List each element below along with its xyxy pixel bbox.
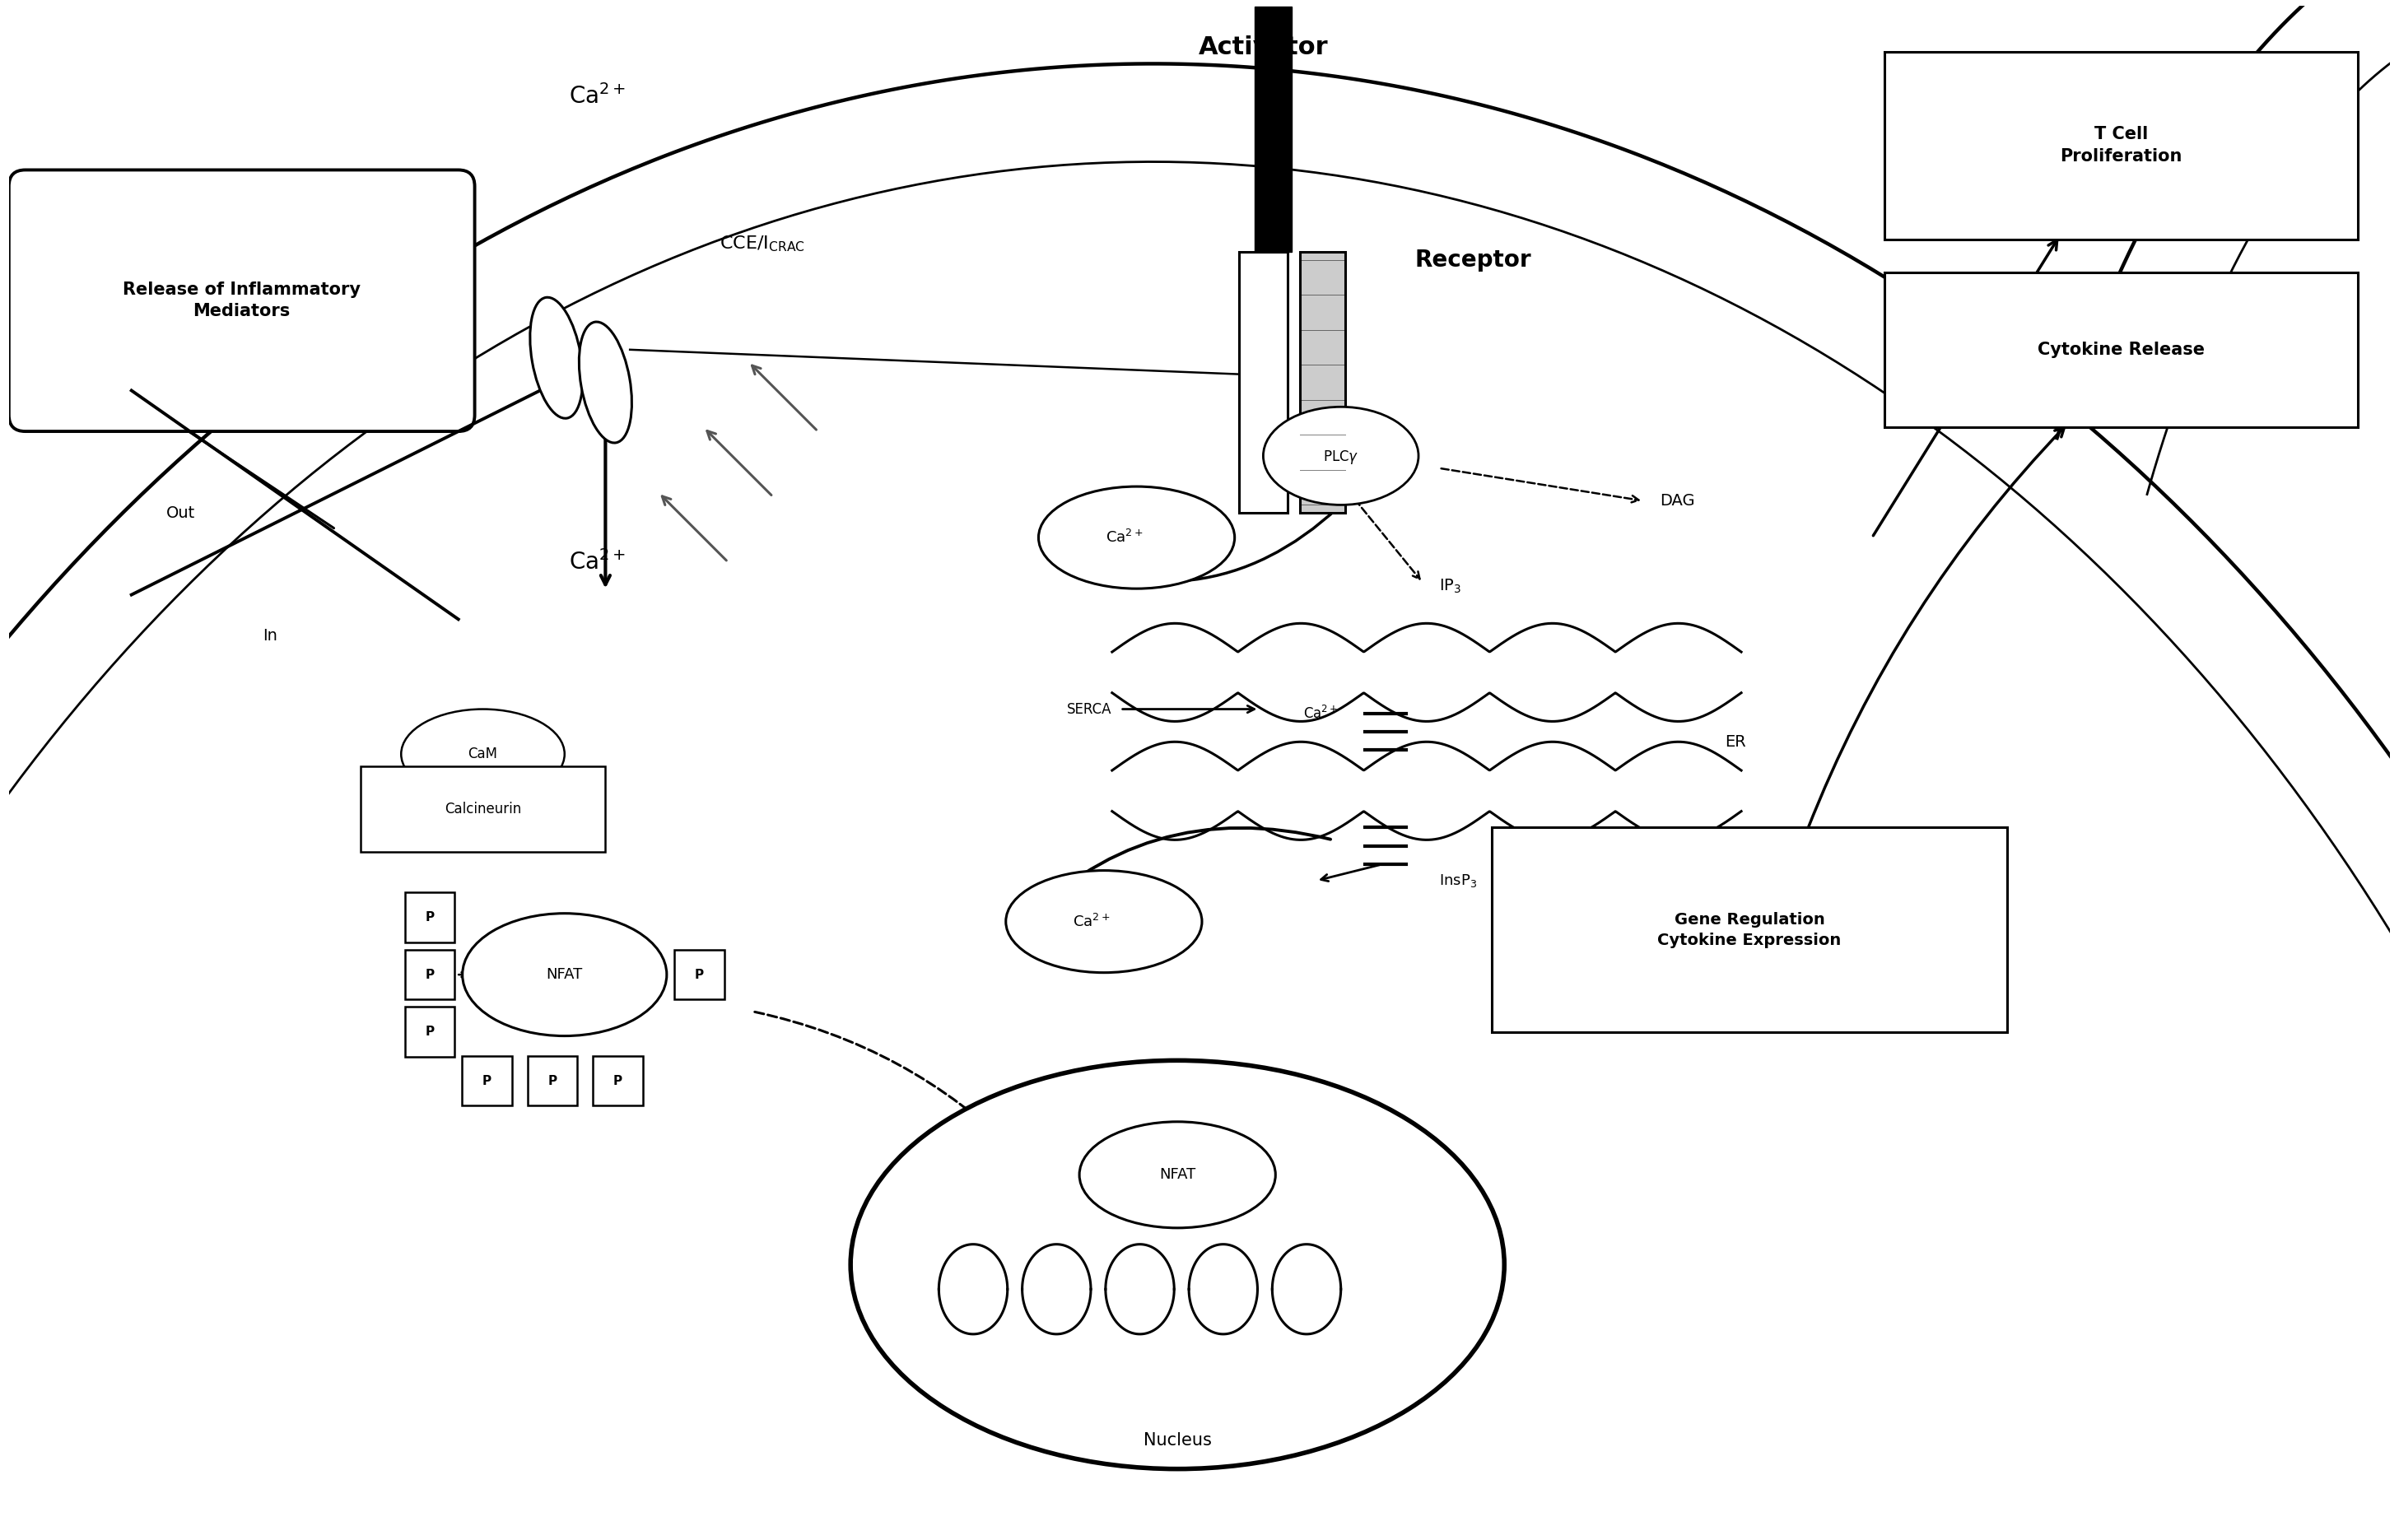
Ellipse shape: [852, 1061, 1504, 1469]
Text: Ca$^{2+}$: Ca$^{2+}$: [1072, 913, 1111, 930]
Ellipse shape: [578, 322, 631, 444]
Text: Cytokine Release: Cytokine Release: [2037, 342, 2205, 357]
FancyBboxPatch shape: [1255, 6, 1291, 251]
Text: Release of Inflammatory
Mediators: Release of Inflammatory Mediators: [122, 282, 360, 320]
Text: Ca$^{2+}$: Ca$^{2+}$: [1106, 530, 1142, 545]
Ellipse shape: [463, 913, 667, 1036]
FancyBboxPatch shape: [463, 1056, 511, 1106]
Ellipse shape: [1005, 870, 1202, 973]
Text: Ca$^{2+}$: Ca$^{2+}$: [1303, 705, 1339, 722]
Ellipse shape: [1264, 407, 1418, 505]
Text: P: P: [425, 969, 434, 981]
Text: In: In: [264, 628, 278, 644]
Text: IP$_3$: IP$_3$: [1439, 578, 1461, 596]
FancyBboxPatch shape: [405, 1007, 456, 1056]
FancyBboxPatch shape: [405, 950, 456, 999]
FancyBboxPatch shape: [1883, 51, 2358, 239]
Text: DAG: DAG: [1660, 493, 1694, 508]
FancyBboxPatch shape: [528, 1056, 578, 1106]
Text: P: P: [425, 1026, 434, 1038]
Ellipse shape: [1039, 487, 1235, 588]
Text: P: P: [425, 912, 434, 924]
Text: P: P: [482, 1075, 492, 1087]
FancyBboxPatch shape: [1883, 273, 2358, 427]
Text: ER: ER: [1725, 735, 1746, 750]
FancyBboxPatch shape: [674, 950, 724, 999]
FancyBboxPatch shape: [1238, 251, 1288, 513]
Text: PLC$\gamma$: PLC$\gamma$: [1322, 448, 1358, 467]
Text: Nucleus: Nucleus: [1144, 1432, 1211, 1449]
Text: NFAT: NFAT: [547, 967, 583, 983]
Ellipse shape: [401, 708, 564, 799]
Text: InsP$_3$: InsP$_3$: [1439, 873, 1478, 889]
Text: P: P: [696, 969, 703, 981]
Text: NFAT: NFAT: [1159, 1167, 1195, 1183]
Text: Gene Regulation
Cytokine Expression: Gene Regulation Cytokine Expression: [1658, 912, 1842, 947]
FancyBboxPatch shape: [405, 893, 456, 942]
FancyBboxPatch shape: [1300, 251, 1346, 513]
FancyBboxPatch shape: [1492, 827, 2008, 1032]
Text: Receptor: Receptor: [1415, 248, 1531, 271]
Text: Ca$^{2+}$: Ca$^{2+}$: [569, 550, 626, 574]
Text: Activator: Activator: [1200, 35, 1329, 60]
Text: P: P: [614, 1075, 621, 1087]
Text: CaM: CaM: [468, 747, 497, 761]
Ellipse shape: [1080, 1121, 1276, 1227]
Text: P: P: [547, 1075, 557, 1087]
FancyBboxPatch shape: [360, 767, 605, 852]
Text: Calcineurin: Calcineurin: [444, 801, 521, 816]
Text: Out: Out: [166, 505, 194, 521]
Text: SERCA: SERCA: [1068, 702, 1113, 716]
Text: CCE/I$_{\mathregular{CRAC}}$: CCE/I$_{\mathregular{CRAC}}$: [720, 234, 806, 253]
Text: Ca$^{2+}$: Ca$^{2+}$: [569, 85, 626, 109]
Text: T Cell
Proliferation: T Cell Proliferation: [2061, 126, 2183, 165]
FancyBboxPatch shape: [593, 1056, 643, 1106]
FancyBboxPatch shape: [10, 169, 475, 431]
Ellipse shape: [530, 297, 583, 419]
